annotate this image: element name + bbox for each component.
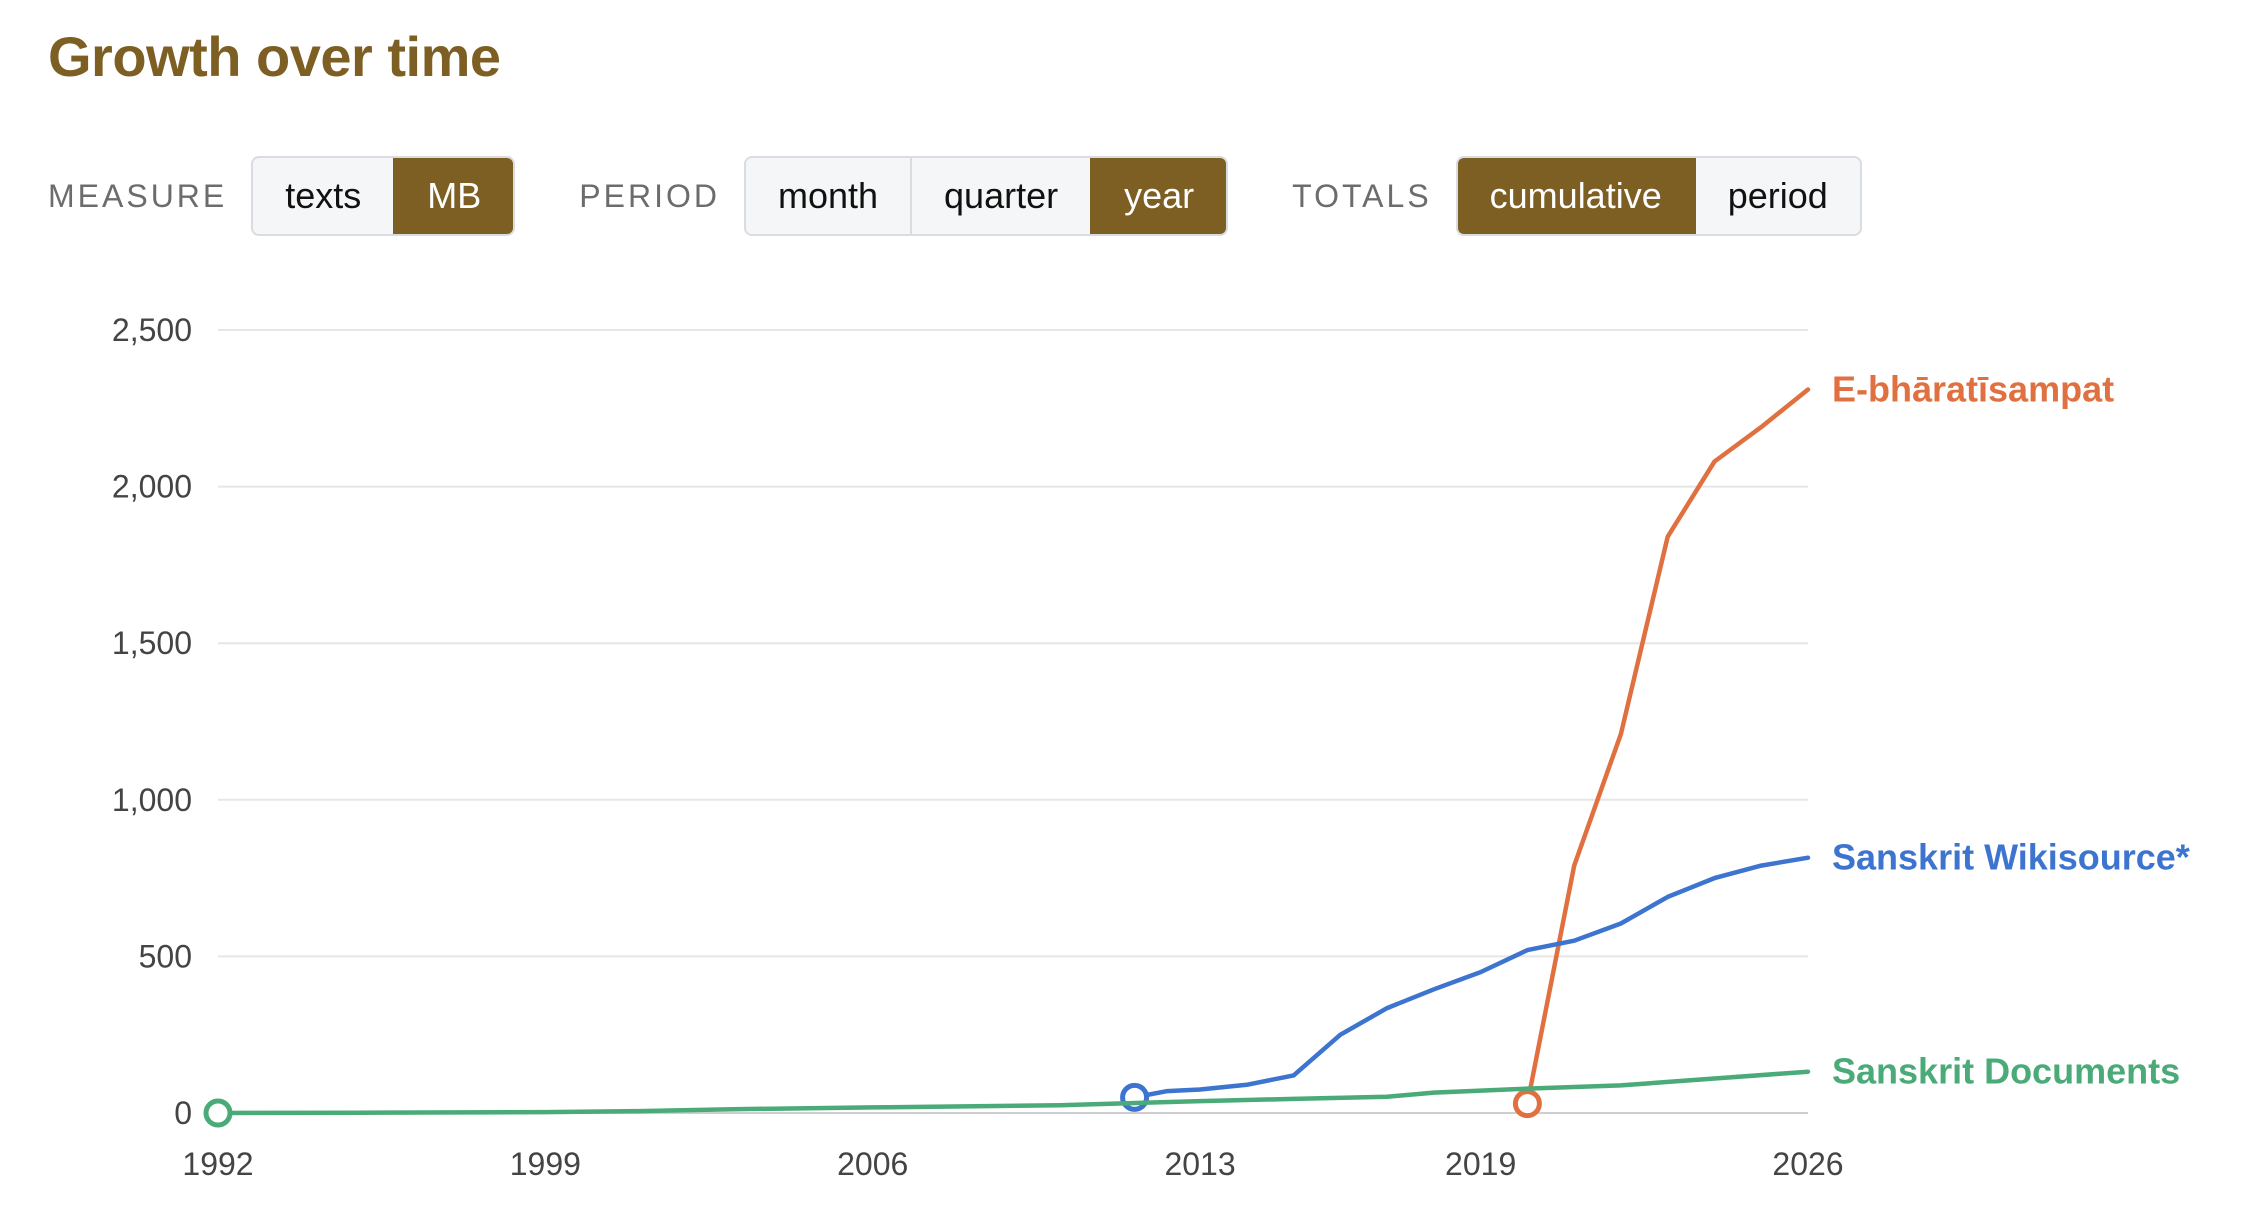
y-tick-label: 0: [174, 1095, 192, 1131]
series-line: [215, 1069, 1811, 1116]
measure-group: MEASURE texts MB: [48, 156, 516, 236]
y-tick-label: 500: [139, 938, 192, 974]
x-tick-label: 2019: [1445, 1146, 1516, 1182]
x-tick-label: 1992: [182, 1146, 253, 1182]
period-quarter-button[interactable]: quarter: [910, 158, 1090, 234]
measure-label: MEASURE: [48, 177, 228, 214]
series-label: Sanskrit Wikisource*: [1832, 837, 2190, 878]
page-title: Growth over time: [48, 25, 501, 88]
period-group: PERIOD month quarter year: [579, 156, 1229, 236]
y-tick-label: 2,000: [112, 469, 192, 505]
series-start-marker[interactable]: [1512, 1089, 1542, 1119]
series-label: E-bhāratīsampat: [1832, 369, 2114, 410]
x-tick-label: 1999: [510, 1146, 581, 1182]
totals-group: TOTALS cumulative period: [1292, 156, 1862, 236]
totals-toggle: cumulative period: [1455, 156, 1862, 236]
measure-mb-button[interactable]: MB: [393, 158, 514, 234]
chart-controls: MEASURE texts MB PERIOD month quarter ye…: [48, 154, 1926, 238]
y-tick-label: 2,500: [112, 312, 192, 348]
period-label: PERIOD: [579, 177, 720, 214]
growth-chart: 0 500 1,000 1,500 2,000 2,500 1992 1999 2006 2013…: [112, 312, 2190, 1182]
period-year-button[interactable]: year: [1090, 158, 1227, 234]
y-tick-label: 1,000: [112, 782, 192, 818]
series-start-marker[interactable]: [203, 1098, 233, 1128]
x-tick-label: 2006: [837, 1146, 908, 1182]
series-line: [1132, 855, 1811, 1100]
measure-toggle: texts MB: [251, 156, 516, 236]
measure-texts-button[interactable]: texts: [285, 175, 362, 216]
x-tick-label: 2026: [1772, 1146, 1843, 1182]
period-toggle: month quarter year: [743, 156, 1229, 236]
y-tick-label: 1,500: [112, 625, 192, 661]
totals-cumulative-button[interactable]: cumulative: [1457, 158, 1694, 234]
series-start-marker[interactable]: [1120, 1082, 1150, 1112]
x-tick-label: 2013: [1164, 1146, 1235, 1182]
totals-label: TOTALS: [1292, 177, 1432, 214]
series-label: Sanskrit Documents: [1832, 1051, 2180, 1092]
totals-period-button[interactable]: period: [1693, 158, 1860, 234]
period-month-button[interactable]: month: [777, 175, 879, 216]
series-line: [1525, 387, 1811, 1106]
